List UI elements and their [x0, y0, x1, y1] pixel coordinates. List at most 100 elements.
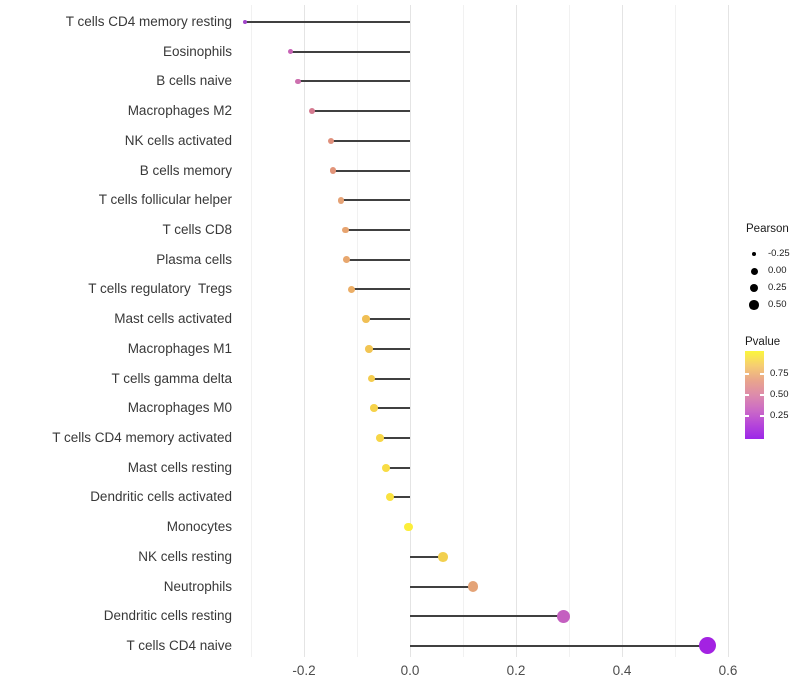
pearson-legend-dot	[749, 283, 759, 293]
lollipop-line	[379, 436, 410, 439]
y-axis-label: Macrophages M1	[127, 340, 232, 356]
y-axis-label: Neutrophils	[163, 578, 232, 594]
x-tick-label: 0.2	[506, 663, 526, 678]
lollipop-line	[244, 21, 410, 23]
pearson-legend-dot	[749, 300, 759, 310]
lollipop-dot	[242, 20, 247, 24]
lollipop-line	[369, 347, 410, 350]
y-axis-label: Macrophages M2	[127, 103, 232, 119]
y-axis-label: Macrophages M0	[127, 400, 232, 416]
y-axis-label: T cells CD4 memory resting	[65, 14, 232, 29]
lollipop-dot	[343, 256, 351, 264]
minor-gridline	[357, 5, 358, 657]
lollipop-line	[386, 466, 410, 469]
y-axis-label: T cells CD4 memory activated	[52, 429, 232, 445]
lollipop-line	[345, 228, 410, 231]
lollipop-line	[389, 496, 410, 499]
pvalue-gradient-tick	[745, 415, 749, 417]
lollipop-dot	[337, 196, 345, 204]
major-gridline	[728, 5, 729, 657]
minor-gridline	[675, 5, 676, 657]
minor-gridline	[251, 5, 252, 657]
lollipop-line	[298, 80, 410, 83]
y-axis-label: NK cells activated	[124, 132, 232, 148]
lollipop-line	[410, 644, 708, 647]
y-axis-label: B cells memory	[139, 162, 232, 178]
lollipop-dot	[557, 609, 571, 623]
pvalue-gradient-tick	[760, 394, 764, 396]
lollipop-line	[311, 110, 410, 113]
lollipop-dot	[375, 434, 384, 442]
pvalue-gradient-tick	[760, 373, 764, 375]
lollipop-line	[410, 615, 564, 618]
y-axis-label: Mast cells resting	[127, 459, 232, 475]
lollipop-dot	[288, 49, 294, 55]
pearson-legend-label: 0.50	[768, 299, 787, 310]
y-axis-label: T cells regulatory Tregs	[88, 281, 232, 297]
lollipop-dot	[467, 581, 479, 592]
lollipop-line	[333, 169, 410, 172]
y-axis-label: T cells follicular helper	[98, 192, 232, 208]
pvalue-gradient-tick	[745, 373, 749, 375]
pearson-legend-label: 0.00	[768, 265, 787, 276]
lollipop-dot	[382, 463, 391, 472]
y-axis-label: NK cells resting	[138, 548, 232, 564]
y-axis-label: Eosinophils	[162, 43, 232, 59]
lollipop-dot	[438, 552, 448, 562]
lollipop-line	[410, 585, 474, 588]
lollipop-dot	[342, 226, 350, 234]
lollipop-line	[371, 377, 410, 380]
pearson-legend-dot	[751, 251, 757, 257]
y-axis-label: T cells gamma delta	[111, 370, 232, 386]
pearson-legend-label: 0.25	[768, 282, 787, 293]
lollipop-dot	[699, 637, 717, 655]
lollipop-dot	[362, 315, 370, 323]
x-tick-label: 0.6	[718, 663, 738, 678]
lollipop-dot	[385, 493, 394, 502]
pvalue-gradient-tick	[760, 415, 764, 417]
minor-gridline	[569, 5, 570, 657]
x-tick-label: 0.4	[612, 663, 632, 678]
y-axis-label: T cells CD4 naive	[126, 637, 232, 653]
y-axis-label: Monocytes	[166, 519, 232, 535]
lollipop-dot	[347, 285, 355, 293]
pearson-legend-label: -0.25	[768, 248, 790, 259]
pvalue-gradient-bar	[745, 351, 764, 439]
pvalue-gradient-tick	[745, 394, 749, 396]
lollipop-dot	[367, 374, 376, 383]
x-tick-label: -0.2	[292, 663, 316, 678]
y-axis-label: T cells CD8	[162, 221, 232, 237]
lollipop-dot	[295, 78, 301, 85]
y-axis-label: B cells naive	[156, 73, 232, 89]
lollipop-line	[410, 555, 443, 558]
lollipop-line	[331, 139, 410, 142]
lollipop-line	[290, 50, 410, 53]
lollipop-line	[366, 318, 410, 321]
lollipop-dot	[404, 522, 413, 532]
lollipop-line	[351, 288, 410, 291]
y-axis-label: Dendritic cells resting	[103, 608, 232, 624]
lollipop-line	[346, 258, 410, 261]
lollipop-dot	[309, 108, 315, 115]
major-gridline	[410, 5, 411, 657]
major-gridline	[304, 5, 305, 657]
major-gridline	[516, 5, 517, 657]
minor-gridline	[463, 5, 464, 657]
major-gridline	[622, 5, 623, 657]
y-axis-label: Mast cells activated	[114, 311, 232, 327]
lollipop-dot	[329, 167, 337, 174]
lollipop-dot	[365, 345, 373, 353]
lollipop-dot	[327, 137, 335, 145]
lollipop-line	[373, 407, 410, 410]
pvalue-legend-label: 0.50	[770, 389, 789, 400]
y-axis-label: Dendritic cells activated	[90, 489, 232, 505]
y-axis-label: Plasma cells	[156, 251, 232, 267]
pearson-legend-title: Pearson	[746, 223, 789, 235]
lollipop-line	[341, 199, 410, 202]
pearson-legend-dot	[750, 267, 758, 275]
lollipop-dot	[370, 404, 378, 413]
pvalue-legend-title: Pvalue	[745, 336, 781, 348]
pvalue-legend-label: 0.75	[770, 368, 789, 379]
